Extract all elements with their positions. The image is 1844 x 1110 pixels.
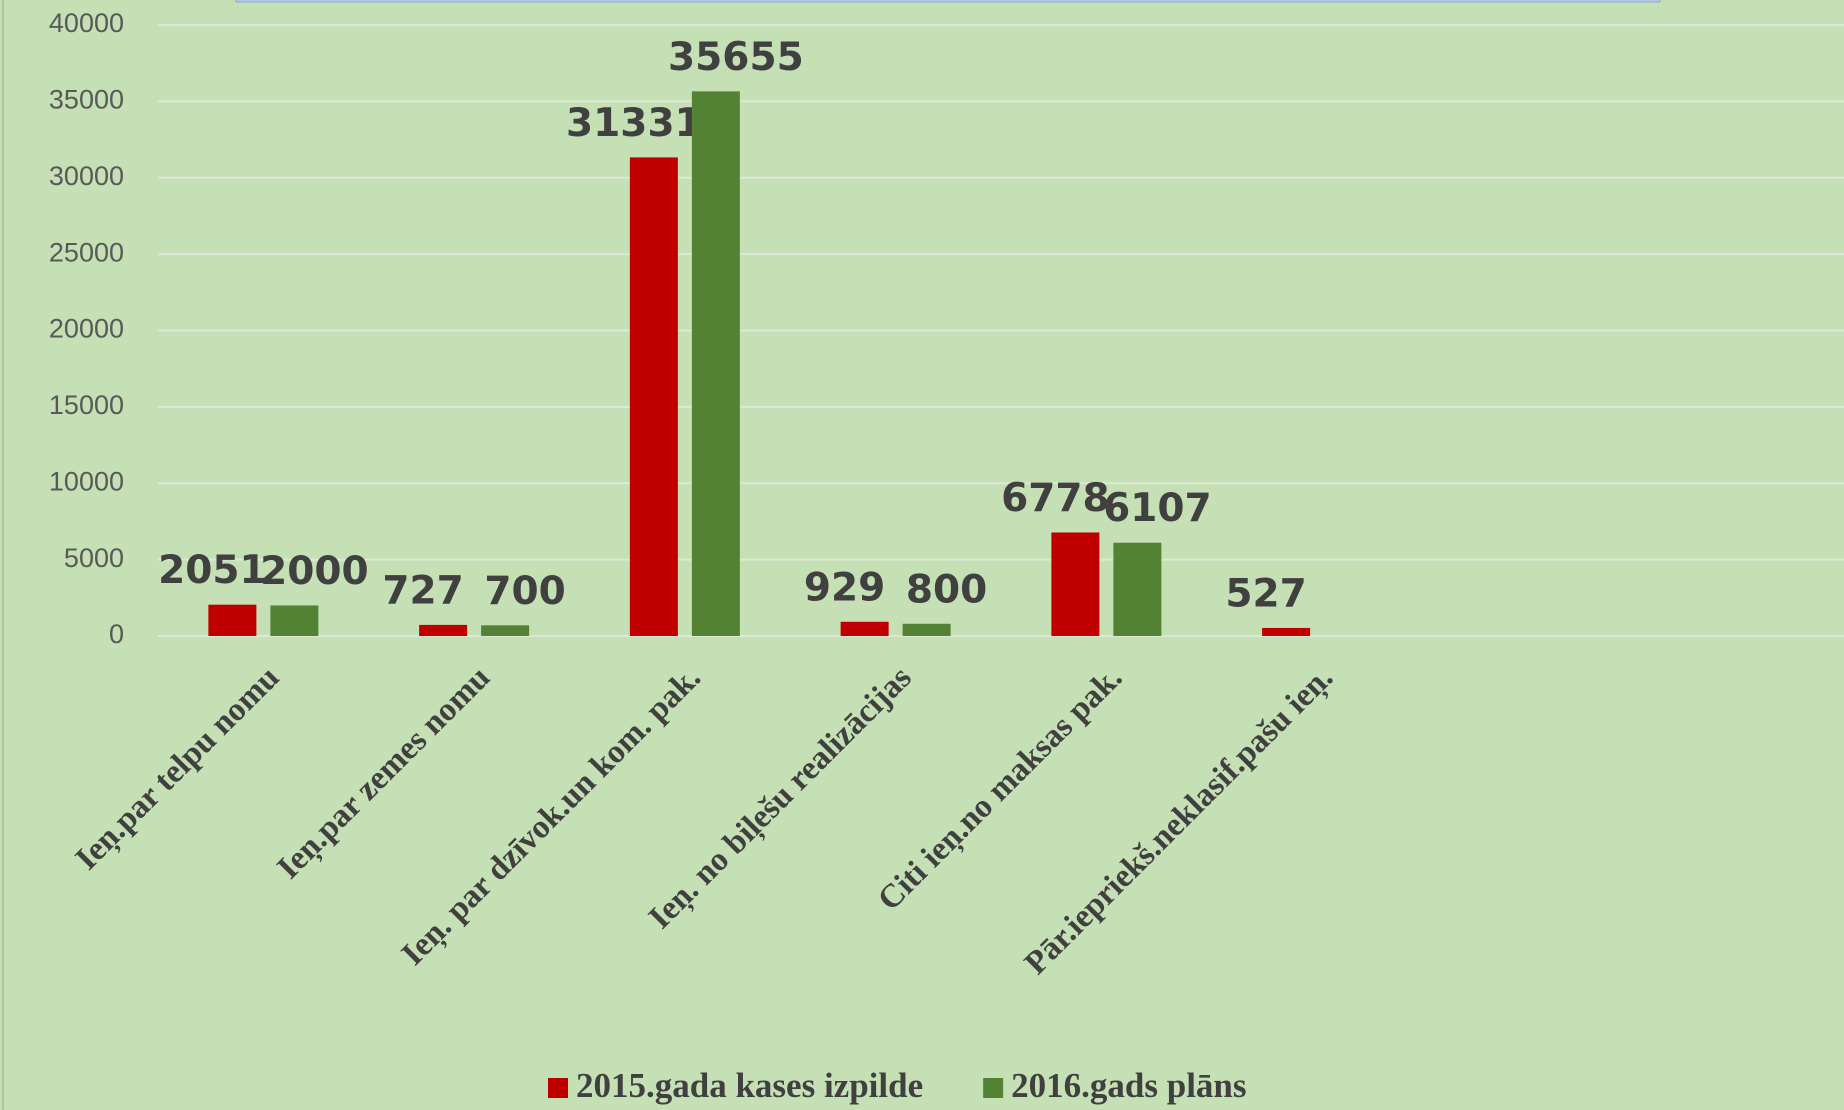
bar <box>1051 532 1100 636</box>
bar <box>419 624 468 636</box>
data-label: 6107 <box>1103 486 1212 531</box>
y-tick-label: 20000 <box>49 314 124 344</box>
data-label: 6778 <box>1001 476 1110 521</box>
bar <box>840 621 889 636</box>
bar <box>481 625 530 636</box>
y-tick-label: 15000 <box>49 390 124 420</box>
data-label: 929 <box>804 565 885 610</box>
bar <box>629 157 678 636</box>
x-tick-label: Ieņ.par telpu nomu <box>69 660 287 878</box>
y-tick-label: 0 <box>109 619 124 649</box>
bar <box>902 623 951 636</box>
data-label: 727 <box>382 568 463 613</box>
legend-label: 2015.gada kases izpilde <box>576 1066 923 1105</box>
legend-swatch <box>983 1078 1004 1098</box>
y-tick-label: 35000 <box>49 85 124 115</box>
data-label: 2051 <box>158 548 267 593</box>
data-label: 31331 <box>566 101 702 146</box>
x-tick-label: Citi ieņ.no maksas pak. <box>871 660 1130 919</box>
data-label: 35655 <box>668 35 804 80</box>
bar <box>1262 627 1311 636</box>
bar <box>691 91 740 636</box>
x-tick-label: Ieņ.par zemes nomu <box>271 660 498 887</box>
data-label: 800 <box>906 567 987 612</box>
legend-swatch <box>548 1078 568 1098</box>
legend-label: 2016.gads plāns <box>1011 1066 1246 1105</box>
data-label: 700 <box>484 569 565 614</box>
y-tick-label: 10000 <box>49 466 124 496</box>
bar <box>1113 542 1162 636</box>
bar <box>208 604 257 636</box>
y-tick-label: 30000 <box>49 161 124 191</box>
y-tick-label: 25000 <box>49 237 124 267</box>
y-tick-label: 5000 <box>64 543 124 573</box>
title-box <box>235 0 1661 3</box>
data-label: 527 <box>1225 571 1306 616</box>
y-tick-label: 40000 <box>49 8 124 38</box>
data-label: 2000 <box>260 549 369 594</box>
bar <box>270 605 319 636</box>
